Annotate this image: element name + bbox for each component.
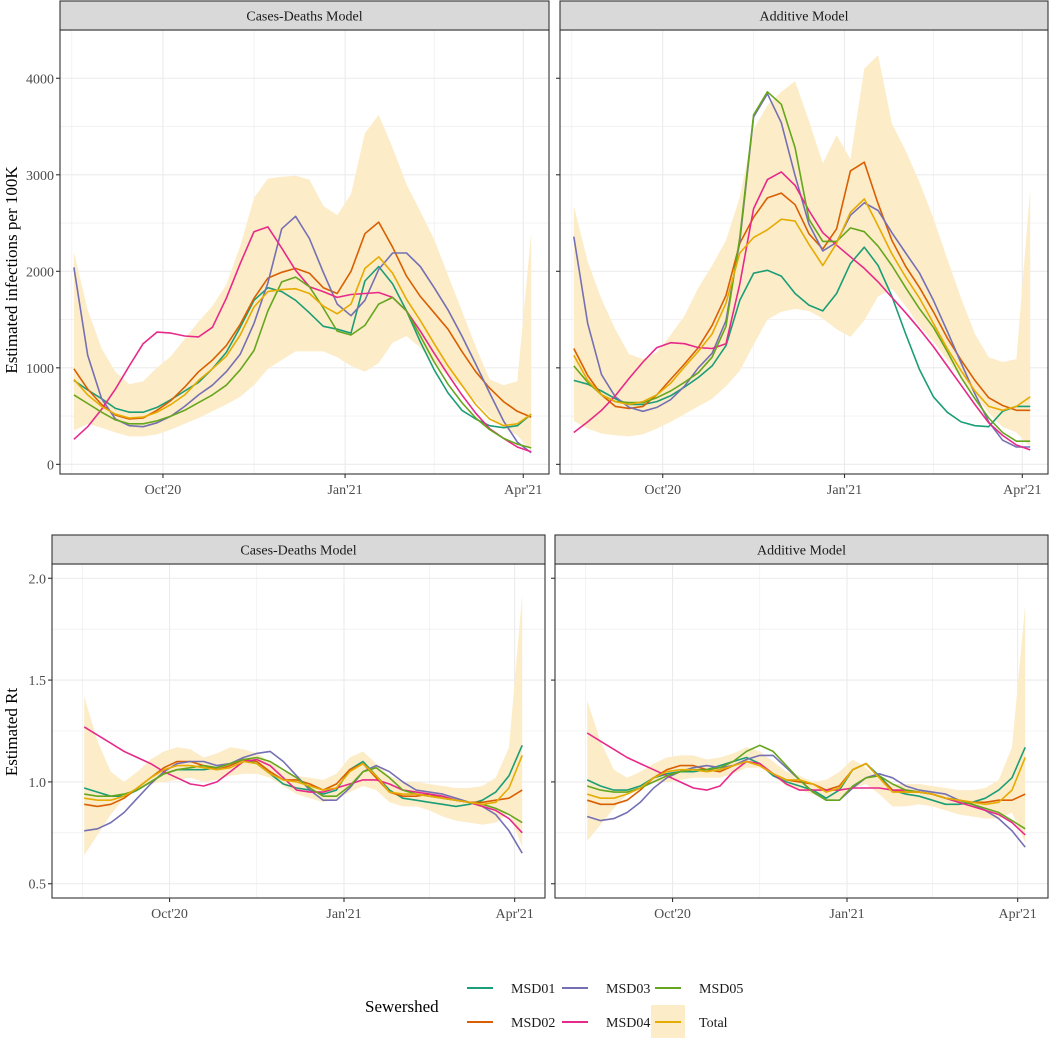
facet-strip-label: Additive Model	[757, 544, 846, 559]
x-tick-label: Oct'20	[644, 483, 681, 498]
line-total	[573, 198, 1031, 412]
x-tick-label: Jan'21	[327, 483, 362, 498]
line-msd05	[73, 276, 532, 449]
legend-item-msd02: MSD02	[467, 1016, 555, 1031]
line-msd04	[586, 732, 1026, 836]
legend-title: Sewershed	[365, 997, 439, 1016]
legend-label: MSD04	[606, 1016, 650, 1031]
y-tick-label: 4000	[26, 72, 54, 87]
line-msd01	[586, 746, 1026, 806]
legend-item-msd01: MSD01	[467, 982, 555, 997]
x-tick-label: Jan'21	[326, 907, 361, 922]
x-tick-label: Jan'21	[829, 907, 864, 922]
ribbon-total-ci	[573, 55, 1031, 447]
x-tick-label: Oct'20	[654, 907, 691, 922]
legend-label: MSD03	[606, 982, 650, 997]
line-total	[73, 256, 532, 427]
facet-strip	[59, 0, 550, 31]
x-tick-label: Apr'21	[504, 483, 542, 498]
line-total	[586, 757, 1026, 806]
legend: Sewershed MSD01 MSD02 MSD03 MSD04 MSD05 Total	[365, 982, 743, 1038]
y-axis-title-rt: Estimated Rt	[2, 688, 21, 777]
y-tick-label: 2000	[26, 265, 54, 280]
x-tick-label: Jan'21	[827, 483, 862, 498]
legend-label: MSD02	[511, 1016, 555, 1031]
line-msd04	[73, 226, 532, 453]
line-msd03	[573, 92, 1031, 448]
y-tick-label: 0.5	[29, 878, 47, 893]
panel-rt-cd: Cases-Deaths Model 0.5 1.0 1.5 2.0 Oct'20 Jan'…	[29, 534, 546, 922]
x-tick-label: Oct'20	[145, 483, 182, 498]
x-tick-label: Oct'20	[151, 907, 188, 922]
x-tick-label: Apr'21	[1003, 483, 1041, 498]
facet-strip-label: Cases-Deaths Model	[240, 544, 356, 559]
line-msd04	[83, 726, 523, 834]
legend-item-total: Total	[651, 1005, 728, 1038]
y-tick-label: 1.0	[29, 776, 47, 791]
x-tick-label: Apr'21	[999, 907, 1037, 922]
y-tick-label: 2.0	[29, 572, 47, 587]
legend-item-msd03: MSD03	[562, 982, 650, 997]
line-msd01	[73, 265, 532, 429]
legend-item-msd04: MSD04	[562, 1016, 650, 1031]
facet-strip	[554, 534, 1049, 565]
legend-label: MSD05	[699, 982, 743, 997]
facet-strip-label: Cases-Deaths Model	[246, 10, 362, 25]
legend-item-msd05: MSD05	[655, 982, 743, 997]
legend-label: Total	[699, 1016, 728, 1031]
y-tick-label: 1.5	[29, 674, 47, 689]
panel-rt-add: Additive Model Oct'20 Jan'21 Apr'21	[551, 534, 1049, 922]
y-tick-label: 0	[47, 458, 54, 473]
x-tick-label: Apr'21	[496, 907, 534, 922]
line-msd03	[73, 215, 532, 454]
y-tick-label: 3000	[26, 169, 54, 184]
panel-inf-cd: Cases-Deaths Model 0 1000 2000 3000 4000 Oct'2…	[26, 0, 550, 498]
panel-inf-add: Additive Model Oct'20 Jan'21 Apr'21	[556, 0, 1049, 498]
line-total	[84, 755, 523, 806]
legend-label: MSD01	[511, 982, 555, 997]
line-msd04	[573, 171, 1031, 451]
ribbon-total-ci	[84, 594, 523, 856]
y-tick-label: 1000	[26, 362, 54, 377]
facet-strip-label: Additive Model	[759, 10, 848, 25]
facet-strip	[51, 534, 546, 565]
y-axis-title-infections: Estimated infections per 100K	[2, 166, 21, 374]
facet-strip	[559, 0, 1049, 31]
line-msd01	[573, 246, 1031, 428]
line-msd05	[573, 91, 1031, 442]
